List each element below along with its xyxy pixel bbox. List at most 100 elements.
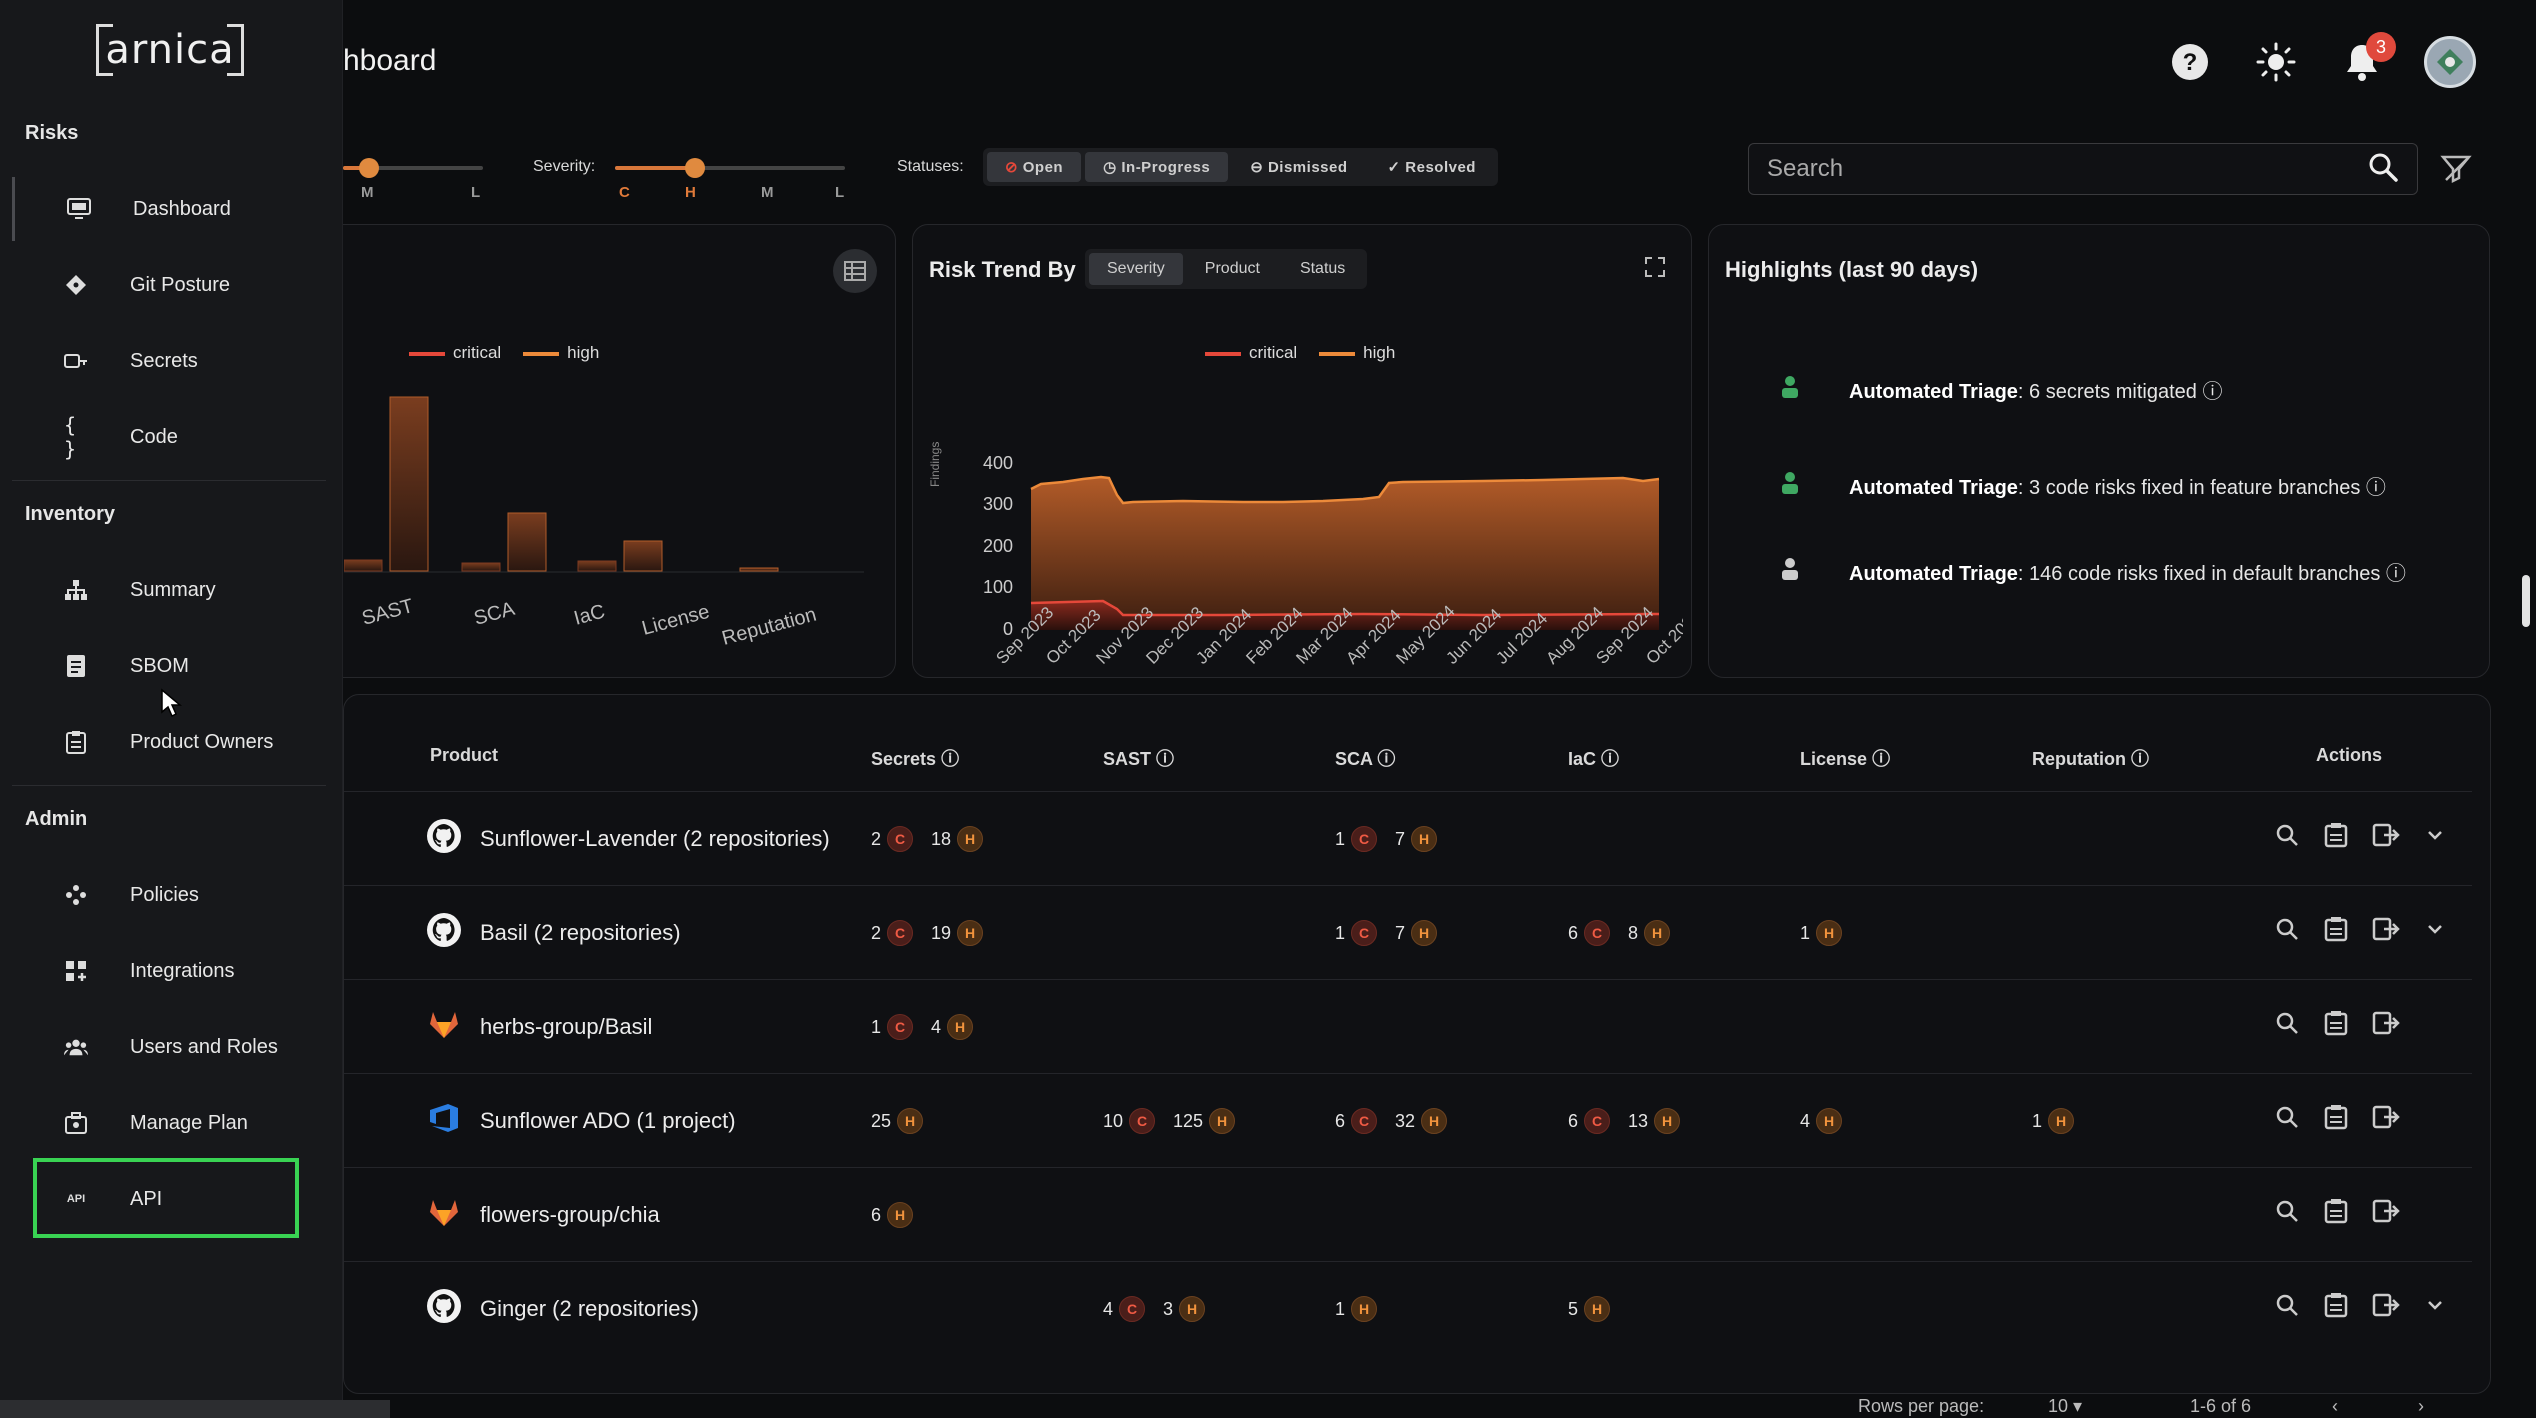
product-name[interactable]: Ginger (2 repositories) xyxy=(480,1295,699,1321)
sidebar-item-label: Product Owners xyxy=(130,730,274,753)
legend-high-label: high xyxy=(1363,343,1396,362)
section-title-risks: Risks xyxy=(25,122,79,144)
status-in-progress-button[interactable]: ◷ In-Progress xyxy=(1085,152,1229,182)
sidebar-item-git-posture[interactable]: Git Posture xyxy=(12,253,324,317)
clipboard-icon[interactable] xyxy=(2324,1198,2348,1229)
search-icon[interactable] xyxy=(2274,822,2300,853)
high-badge: H xyxy=(1584,1296,1611,1322)
tab-product[interactable]: Product xyxy=(1204,260,1260,277)
info-icon[interactable]: ⓘ xyxy=(2202,381,2223,403)
export-icon[interactable] xyxy=(2372,1198,2400,1229)
expand-icon[interactable] xyxy=(1643,255,1667,284)
info-icon[interactable]: ⓘ xyxy=(2131,749,2150,769)
info-icon[interactable]: ⓘ xyxy=(1156,749,1175,769)
count: 5 xyxy=(1568,1298,1579,1319)
search-icon[interactable] xyxy=(2274,1010,2300,1041)
chevron-down-icon[interactable] xyxy=(2424,1292,2446,1323)
col-header-sast[interactable]: SAST ⓘ xyxy=(1103,745,1174,771)
count: 19 xyxy=(931,922,952,943)
sidebar-item-integrations[interactable]: Integrations xyxy=(12,939,324,1003)
export-icon[interactable] xyxy=(2372,822,2400,853)
hierarchy-icon xyxy=(64,578,88,602)
avatar[interactable] xyxy=(2424,36,2476,88)
confidence-slider-track[interactable] xyxy=(343,166,483,170)
sidebar-item-secrets[interactable]: Secrets xyxy=(12,329,324,393)
critical-badge: C xyxy=(1351,920,1378,946)
col-header-secrets[interactable]: Secrets ⓘ xyxy=(871,745,959,771)
info-icon[interactable]: ⓘ xyxy=(1377,749,1396,769)
info-icon[interactable]: ⓘ xyxy=(2385,563,2406,585)
table-row[interactable]: Basil (2 repositories) 2 C 19 H 1 C 7 H 6 C 8 H 1 H xyxy=(344,885,2472,979)
product-name[interactable]: flowers-group/chia xyxy=(480,1201,660,1227)
col-header-iac[interactable]: IaC ⓘ xyxy=(1568,745,1619,771)
sidebar-item-summary[interactable]: Summary xyxy=(12,558,324,622)
clipboard-icon[interactable] xyxy=(2324,822,2348,853)
col-header-product[interactable]: Product xyxy=(430,745,499,765)
export-icon[interactable] xyxy=(2372,1104,2400,1135)
severity-slider-knob[interactable] xyxy=(685,158,705,178)
sidebar-item-users-and-roles[interactable]: Users and Roles xyxy=(12,1015,324,1079)
info-icon[interactable]: ⓘ xyxy=(941,749,960,769)
table-view-icon[interactable] xyxy=(833,249,877,293)
confidence-slider-knob[interactable] xyxy=(359,158,379,178)
sidebar-item-manage-plan[interactable]: Manage Plan xyxy=(12,1091,324,1155)
search-icon[interactable] xyxy=(2274,1104,2300,1135)
chevron-down-icon[interactable] xyxy=(2424,916,2446,947)
table-row[interactable]: Sunflower ADO (1 project) 25 H 10 C 125 H 6 C 32 H… xyxy=(344,1073,2472,1167)
plan-icon xyxy=(64,1111,88,1135)
search-icon[interactable] xyxy=(2367,151,2399,188)
info-icon[interactable]: ⓘ xyxy=(1601,749,1620,769)
scrollbar-thumb[interactable] xyxy=(2522,575,2530,627)
search-icon[interactable] xyxy=(2274,1292,2300,1323)
legend-swatch-high xyxy=(523,351,560,356)
col-header-license[interactable]: License ⓘ xyxy=(1800,745,1890,771)
chevron-down-icon[interactable] xyxy=(2424,822,2446,853)
arnica-logo[interactable]: arnica xyxy=(96,24,244,76)
clipboard-icon[interactable] xyxy=(2324,1292,2348,1323)
sidebar-item-policies[interactable]: Policies xyxy=(12,863,324,927)
clipboard-icon[interactable] xyxy=(2324,1010,2348,1041)
clear-filter-icon[interactable] xyxy=(2440,152,2472,189)
search-icon[interactable] xyxy=(2274,1198,2300,1229)
prev-page-icon[interactable]: ‹ xyxy=(2332,1396,2338,1416)
product-name[interactable]: Sunflower ADO (1 project) xyxy=(480,1107,736,1133)
status-open-button[interactable]: ⊘ Open xyxy=(987,152,1082,182)
product-name[interactable]: Basil (2 repositories) xyxy=(480,919,681,945)
theme-toggle-icon[interactable] xyxy=(2252,38,2300,86)
status-resolved-button[interactable]: ✓ Resolved xyxy=(1370,152,1494,182)
tab-status[interactable]: Status xyxy=(1299,260,1346,277)
sidebar-item-sbom[interactable]: SBOM xyxy=(12,634,324,698)
search-icon[interactable] xyxy=(2274,916,2300,947)
clipboard-icon[interactable] xyxy=(2324,1104,2348,1135)
export-icon[interactable] xyxy=(2372,1292,2400,1323)
critical-badge: C xyxy=(1351,1108,1378,1134)
info-icon[interactable]: ⓘ xyxy=(2365,477,2386,499)
legend-critical-label: critical xyxy=(453,343,502,362)
tab-severity[interactable]: Severity xyxy=(1089,253,1183,285)
sidebar-item-code[interactable]: { } Code xyxy=(12,405,324,469)
next-page-icon[interactable]: › xyxy=(2418,1396,2424,1416)
sidebar-item-dashboard[interactable]: Dashboard xyxy=(12,177,324,241)
product-name[interactable]: herbs-group/Basil xyxy=(480,1013,653,1039)
table-row[interactable]: Sunflower-Lavender (2 repositories) 2 C 18 H… xyxy=(344,791,2472,885)
logo-text: arnica xyxy=(105,27,235,73)
rows-per-page-select[interactable]: 10 ▾ xyxy=(2048,1396,2082,1417)
status-dismissed-button[interactable]: ⊖ Dismissed xyxy=(1232,152,1365,182)
clipboard-icon[interactable] xyxy=(2324,916,2348,947)
col-header-reputation[interactable]: Reputation ⓘ xyxy=(2032,745,2149,771)
table-row[interactable]: herbs-group/Basil 1 C 4 H xyxy=(344,979,2472,1073)
severity-slider-track[interactable] xyxy=(615,166,845,170)
search-input[interactable] xyxy=(1767,155,2367,183)
table-row[interactable]: flowers-group/chia 6 H xyxy=(344,1167,2472,1261)
notifications-bell-icon[interactable]: 3 xyxy=(2338,32,2396,86)
col-header-sca[interactable]: SCA ⓘ xyxy=(1335,745,1395,771)
info-icon[interactable]: ⓘ xyxy=(1872,749,1891,769)
count: 25 xyxy=(871,1110,892,1131)
export-icon[interactable] xyxy=(2372,916,2400,947)
sidebar-item-product-owners[interactable]: Product Owners xyxy=(12,710,324,774)
export-icon[interactable] xyxy=(2372,1010,2400,1041)
sidebar-item-api[interactable]: API API xyxy=(12,1167,324,1231)
product-name[interactable]: Sunflower-Lavender (2 repositories) xyxy=(480,825,830,851)
table-row[interactable]: Ginger (2 repositories) 4 C 3 H 1 H 5 H xyxy=(344,1261,2472,1355)
help-icon[interactable]: ? xyxy=(2166,38,2214,86)
